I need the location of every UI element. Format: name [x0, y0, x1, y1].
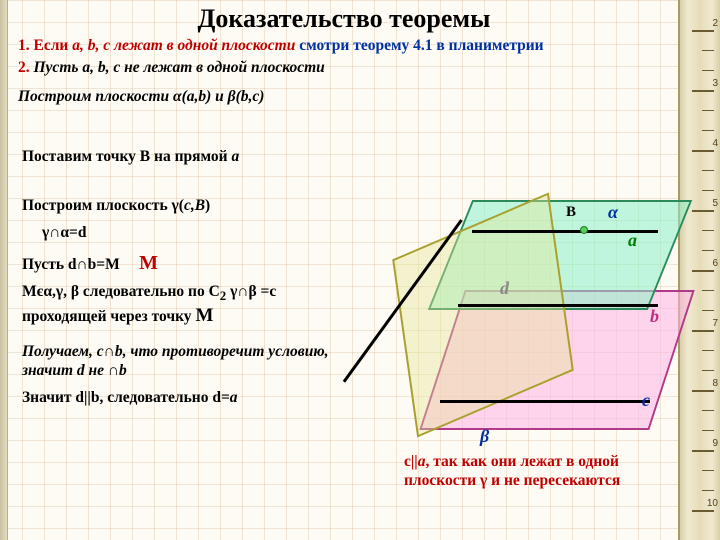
construct-planes: Построим плоскости α(a,b) и β(b,c) — [18, 88, 674, 107]
line-b — [458, 304, 658, 307]
label-b-line: b — [650, 306, 659, 327]
premise-2: 2. Пусть a, b, c не лежат в одной плоско… — [18, 59, 674, 78]
s7a: Значит d||b, следовательно d= — [22, 389, 230, 406]
p1-lead: 1. Если — [18, 37, 72, 54]
s5a: Мєα,γ, β следовательно по С — [22, 283, 220, 300]
parallel-note: c||a, так как они лежат в одной плоскост… — [404, 452, 664, 491]
step-contradiction: Получаем, с∩b, что противоречит условию,… — [22, 343, 352, 381]
label-beta: β — [480, 426, 489, 447]
s4-text: Пусть d∩b=М — [22, 256, 120, 273]
geometry-diagram: В α a b c d β — [380, 190, 680, 490]
label-m-inline: М — [139, 252, 158, 274]
s1-text: Поставим точку В на прямой — [22, 148, 231, 165]
note-b: , так как они лежат в одной плоскости γ … — [404, 453, 620, 489]
left-binding — [0, 0, 8, 540]
s5-m: М — [195, 305, 213, 326]
premise-1: 1. Если a, b, c лежат в одной плоскости … — [18, 37, 674, 56]
step-conclusion: Значит d||b, следовательно d=а — [22, 389, 408, 408]
line-c — [440, 400, 650, 403]
step-intersect-d: γ∩α=d — [42, 224, 408, 243]
step-let-m: Пусть d∩b=М М — [22, 251, 408, 275]
p2-body: Пусть a, b, c не лежат в одной плоскости — [34, 59, 325, 76]
label-c-line: c — [642, 390, 650, 411]
slide-content: Доказательство теоремы 1. Если a, b, c л… — [14, 2, 674, 538]
ruler: 2 3 4 5 6 7 8 9 10 — [678, 0, 720, 540]
slide-title: Доказательство теоремы — [14, 4, 674, 34]
label-a-line: a — [628, 230, 637, 251]
note-a: c|| — [404, 453, 418, 470]
s1-var: а — [231, 148, 239, 165]
step-consequence: Мєα,γ, β следовательно по С2 γ∩β =с прох… — [22, 283, 322, 327]
p2-lead: 2. — [18, 59, 34, 76]
s2-text: Построим плоскость γ( — [22, 197, 184, 214]
label-d-line: d — [500, 278, 509, 299]
s7-var: а — [230, 389, 238, 406]
s2-end: ) — [205, 197, 210, 214]
label-b-point: В — [566, 204, 576, 221]
point-b — [580, 226, 588, 234]
p1-ref: смотри теорему 4.1 в планиметрии — [295, 37, 543, 54]
s2-var: с,В — [184, 197, 205, 214]
step-plane-gamma: Построим плоскость γ(с,В) — [22, 197, 408, 216]
step-point-b: Поставим точку В на прямой а — [22, 148, 408, 167]
p1-vars: a, b, c лежат в одной плоскости — [72, 37, 295, 54]
label-alpha: α — [608, 202, 618, 223]
